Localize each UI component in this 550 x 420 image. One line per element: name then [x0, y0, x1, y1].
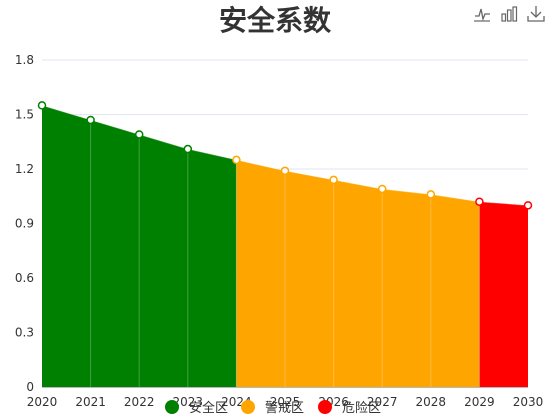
- zone-area: [236, 159, 480, 387]
- zone-area: [42, 105, 237, 388]
- x-tick-label: 2027: [367, 395, 398, 409]
- legend-label[interactable]: 危险区: [342, 401, 381, 416]
- y-tick-label: 1.5: [15, 108, 34, 122]
- zone-areas: [41, 104, 529, 388]
- legend-marker[interactable]: [165, 400, 179, 414]
- download-icon[interactable]: [527, 5, 545, 23]
- x-tick-label: 2028: [416, 395, 447, 409]
- y-tick-label: 0.9: [15, 217, 34, 231]
- y-axis: 0 0.3 0.6 0.9 1.2 1.5 1.8: [15, 53, 34, 394]
- data-point[interactable]: [86, 115, 95, 125]
- chart-title: 安全系数: [219, 4, 332, 37]
- data-point[interactable]: [475, 197, 484, 206]
- y-tick-label: 0.3: [15, 326, 34, 340]
- x-tick-label: 2020: [27, 395, 58, 409]
- legend-label[interactable]: 警戒区: [265, 400, 304, 416]
- bar-chart-icon[interactable]: [500, 5, 518, 23]
- line-chart-icon[interactable]: [473, 5, 491, 23]
- y-tick-label: 0.6: [15, 271, 34, 285]
- zone-area: [479, 201, 528, 387]
- x-tick-label: 2029: [464, 395, 495, 409]
- data-point[interactable]: [134, 130, 144, 139]
- legend-marker[interactable]: [318, 400, 332, 414]
- x-axis: 2020 2021 2022 2023 2024 2025 2026 2027 2028 2029…: [27, 395, 544, 409]
- legend-label[interactable]: 安全区: [189, 400, 228, 416]
- y-tick-label: 1.2: [15, 162, 34, 176]
- x-tick-label: 2023: [173, 395, 204, 409]
- x-tick-label: 2025: [270, 395, 301, 409]
- y-tick-label: 0: [26, 380, 34, 394]
- data-point[interactable]: [280, 166, 290, 176]
- x-tick-label: 2030: [513, 395, 544, 409]
- x-tick-label: 2022: [124, 395, 155, 409]
- data-point[interactable]: [523, 201, 533, 210]
- data-point[interactable]: [329, 175, 338, 185]
- legend: 安全区 警戒区 危险区: [165, 400, 381, 416]
- y-tick-label: 1.8: [15, 53, 34, 67]
- data-points: [37, 101, 533, 210]
- data-point[interactable]: [232, 155, 241, 165]
- data-point[interactable]: [377, 184, 387, 194]
- x-tick-label: 2021: [75, 395, 106, 409]
- data-point[interactable]: [37, 101, 47, 110]
- data-point[interactable]: [183, 144, 193, 154]
- data-point[interactable]: [426, 190, 436, 199]
- legend-marker[interactable]: [241, 400, 255, 414]
